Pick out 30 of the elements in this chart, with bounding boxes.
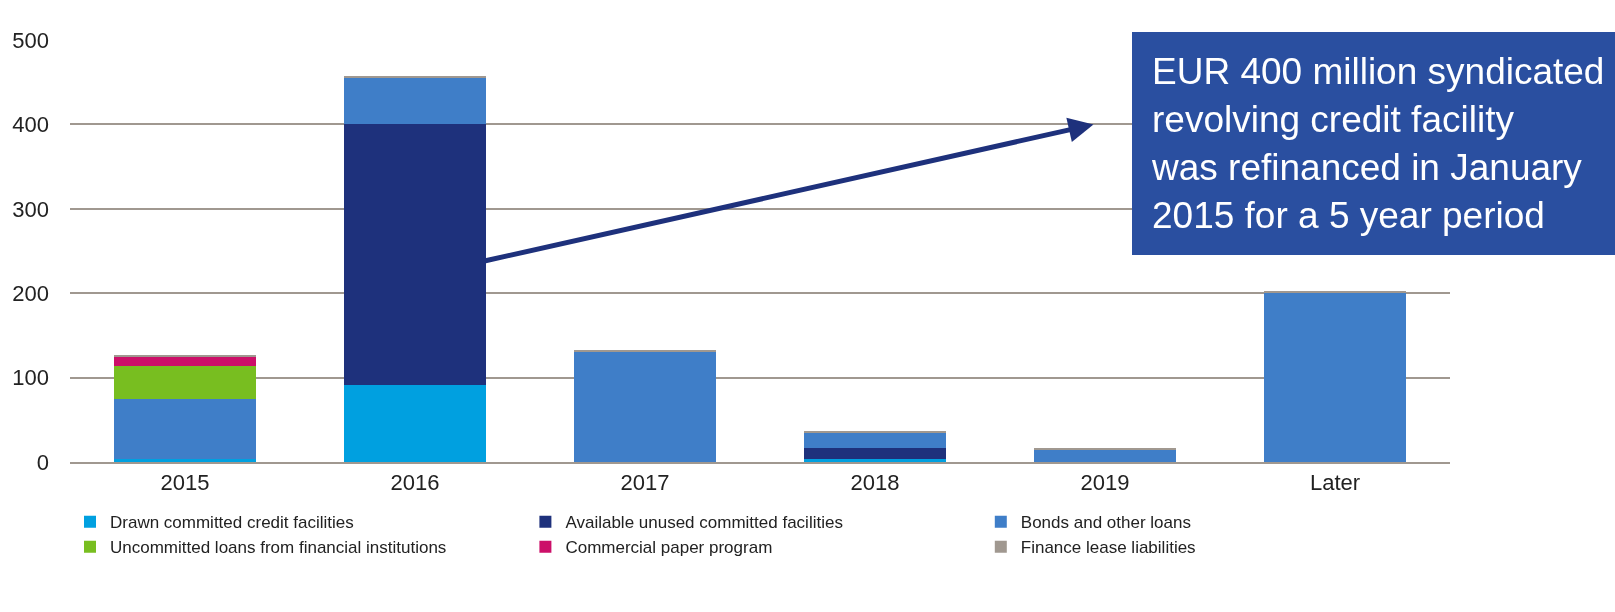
legend-label: Commercial paper program [565,538,773,558]
bar [803,447,947,459]
bar [1033,449,1177,462]
bar [113,459,257,462]
legend-label: Finance lease liabilities [1020,538,1196,558]
y-tick-label: 100 [12,365,49,391]
x-tick-label: 2018 [850,470,900,496]
y-tick-label: 300 [12,196,49,222]
x-tick-label: 2019 [1080,470,1130,496]
legend-label: Drawn committed credit facilities [110,513,354,533]
bar [1263,293,1407,462]
x-tick-label: 2015 [160,470,210,496]
bar [803,432,947,448]
x-tick-label: 2016 [390,470,440,496]
legend-label: Uncommitted loans from financial institutions [110,538,447,558]
bar [113,365,257,399]
bar [343,77,487,125]
bar [113,398,257,460]
y-tick-label: 0 [36,449,49,475]
y-tick-label: 400 [12,112,49,138]
bar [573,351,717,462]
y-tick-label: 200 [12,280,49,306]
legend-label: Available unused committed facilities [565,513,843,533]
bar [113,356,257,366]
bar [343,385,487,462]
y-tick-label: 500 [12,27,49,53]
x-tick-label: Later [1309,470,1361,496]
annotation: EUR 400 million syndicated revolving credit facility was refinanced in January 2015 for a 5 year period [1151,51,1605,237]
legend-label: Bonds and other loans [1020,513,1191,533]
x-tick-label: 2017 [620,470,670,496]
